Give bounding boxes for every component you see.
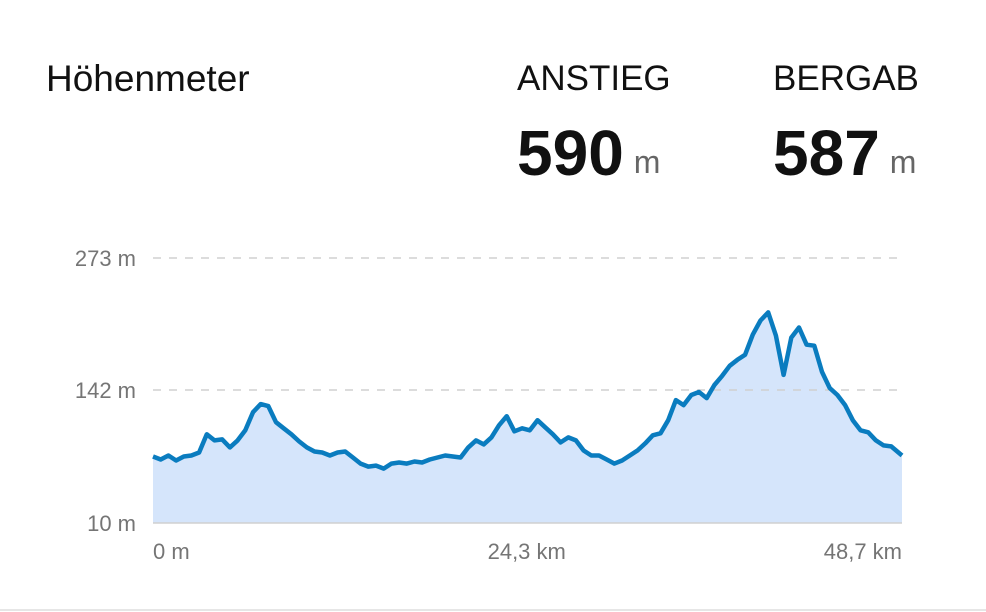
stat-value: 587 [773, 117, 880, 189]
x-tick-label: 24,3 km [488, 539, 566, 564]
y-tick-label: 273 m [75, 246, 136, 271]
title: Höhenmeter [46, 58, 250, 99]
stat-value: 590 [517, 117, 624, 189]
elevation-line [152, 310, 904, 471]
y-tick-label: 142 m [75, 378, 136, 403]
stat-label: ANSTIEG [517, 59, 671, 98]
area [153, 312, 902, 523]
stat-unit: m [634, 144, 661, 180]
x-tick-label: 0 m [153, 539, 190, 564]
x-tick-label: 48,7 km [824, 539, 902, 564]
stat-label: BERGAB [773, 59, 919, 98]
y-tick-label: 10 m [87, 511, 136, 536]
stat-unit: m [890, 144, 917, 180]
